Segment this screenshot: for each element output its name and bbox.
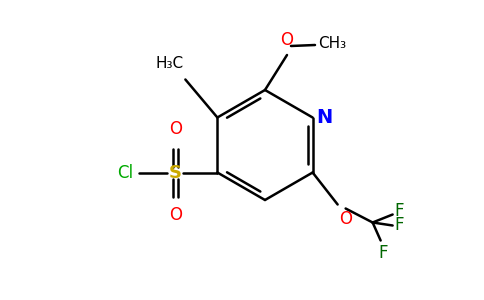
Text: N: N <box>317 108 333 127</box>
Text: O: O <box>169 206 182 224</box>
Text: O: O <box>281 31 293 49</box>
Text: O: O <box>339 211 352 229</box>
Text: O: O <box>169 121 182 139</box>
Text: F: F <box>378 244 387 262</box>
Text: H₃C: H₃C <box>155 56 183 71</box>
Text: F: F <box>394 202 404 220</box>
Text: F: F <box>394 217 404 235</box>
Text: S: S <box>169 164 182 181</box>
Text: CH₃: CH₃ <box>318 35 346 50</box>
Text: Cl: Cl <box>117 164 134 181</box>
